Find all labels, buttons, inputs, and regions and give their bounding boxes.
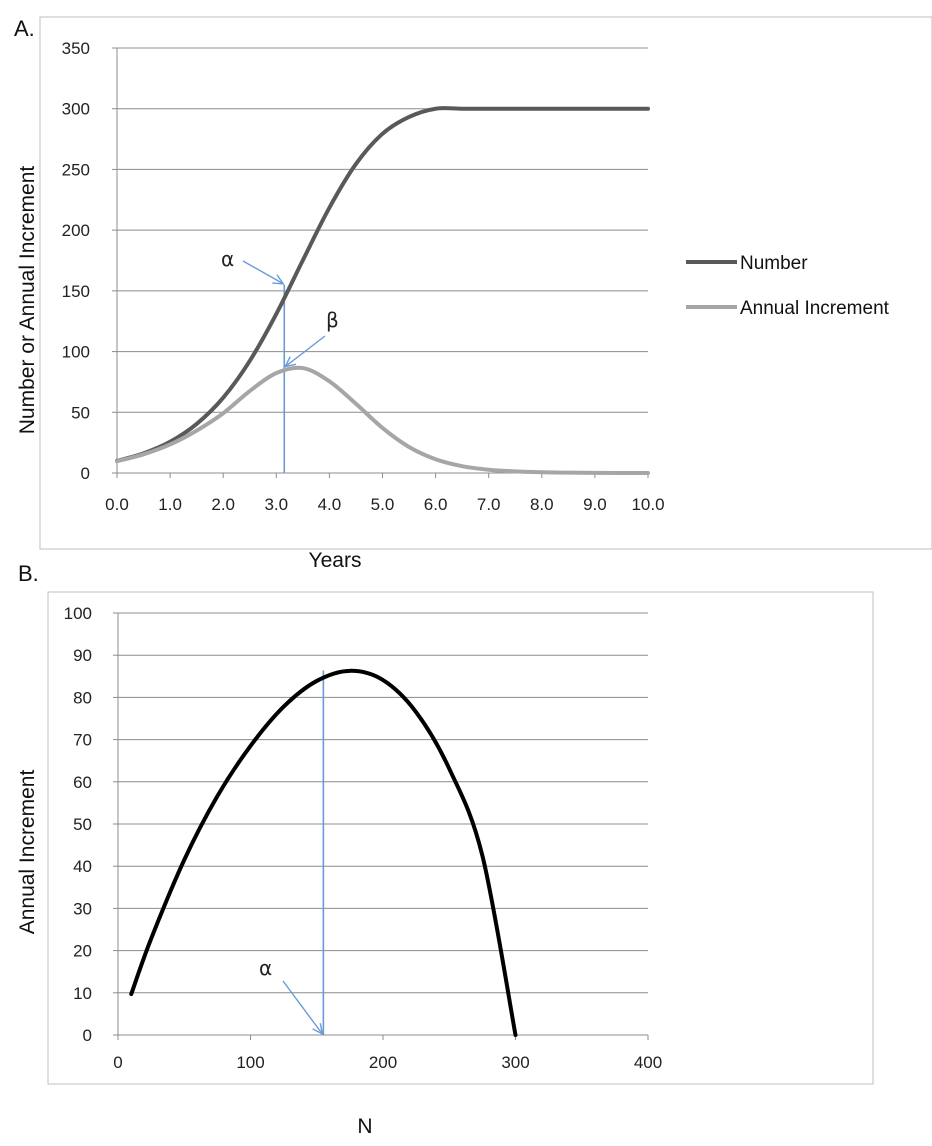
panel-b-y-tick-label: 30 bbox=[73, 899, 92, 918]
series-line-number bbox=[115, 106, 650, 463]
alpha-arrow-b bbox=[282, 980, 324, 1036]
alpha-annotation-label-b: α bbox=[259, 956, 272, 980]
panel-b-x-tick-label: 300 bbox=[501, 1053, 529, 1072]
panel-a-y-tick-label: 100 bbox=[62, 343, 90, 362]
panel-a-x-tick-label: 9.0 bbox=[583, 495, 607, 514]
panel-a-x-tick-label: 1.0 bbox=[158, 495, 182, 514]
panel-b-x-tick-label: 200 bbox=[369, 1053, 397, 1072]
panel-a-x-tick-label: 10.0 bbox=[631, 495, 664, 514]
legend-label-number: Number bbox=[740, 253, 808, 274]
panel-a-frame bbox=[39, 16, 932, 550]
panel-b-label: B. bbox=[18, 561, 39, 586]
legend-label-annual-increment: Annual Increment bbox=[740, 298, 890, 319]
panel-a-x-tick-label: 5.0 bbox=[371, 495, 395, 514]
beta-arrow-shaft bbox=[284, 335, 326, 368]
panel-b-y-tick-label: 80 bbox=[73, 688, 92, 707]
beta-arrow bbox=[283, 335, 326, 368]
alpha-arrow-b-head bbox=[312, 1023, 324, 1036]
panel-b-x-tick-label: 400 bbox=[634, 1053, 662, 1072]
panel-b-y-tick-label: 40 bbox=[73, 857, 92, 876]
panel-b: 0 10 20 30 40 50 60 70 80 90 100 0 100 200 300 400 B. Ann… bbox=[16, 561, 874, 1138]
beta-arrow-head bbox=[283, 356, 297, 368]
alpha-arrow-head bbox=[272, 274, 285, 285]
alpha-annotation-label: α bbox=[221, 247, 234, 271]
panel-b-y-tick-label: 0 bbox=[83, 1026, 92, 1045]
panel-a-y-tick-label: 200 bbox=[62, 221, 90, 240]
alpha-arrow-shaft bbox=[242, 260, 284, 285]
panel-a-x-tick-label: 4.0 bbox=[318, 495, 342, 514]
panel-b-frame bbox=[47, 591, 874, 1085]
panel-a-y-tick-label: 50 bbox=[71, 403, 90, 422]
panel-a-y-tick-label: 250 bbox=[62, 160, 90, 179]
panel-b-x-tick-label: 100 bbox=[236, 1053, 264, 1072]
panel-b-y-axis-title: Annual Increment bbox=[16, 770, 39, 935]
panel-a-x-tick-label: 2.0 bbox=[211, 495, 235, 514]
beta-annotation-label: β bbox=[326, 308, 339, 332]
panel-a-y-tick-label: 350 bbox=[62, 39, 90, 58]
panel-a-label: A. bbox=[14, 16, 35, 41]
series-line-annual-increment bbox=[115, 365, 650, 476]
panel-b-y-tick-label: 70 bbox=[73, 731, 92, 750]
panel-b-y-tick-label: 60 bbox=[73, 773, 92, 792]
panel-a-x-tick-label: 3.0 bbox=[264, 495, 288, 514]
panel-b-y-tick-label: 10 bbox=[73, 984, 92, 1003]
alpha-arrow-b-shaft bbox=[282, 980, 323, 1035]
panel-b-x-axis-title: N bbox=[357, 1115, 372, 1138]
panel-b-series-line bbox=[129, 668, 518, 1037]
alpha-arrow bbox=[242, 260, 285, 285]
panel-b-y-tick-label: 50 bbox=[73, 815, 92, 834]
panel-b-y-tick-label: 20 bbox=[73, 942, 92, 961]
panel-a: 0 50 100 150 200 250 300 350 0.0 1.0 2.0 3.0 4.0 5.0 6… bbox=[14, 16, 932, 572]
panel-b-y-tick-label: 100 bbox=[64, 604, 92, 623]
panel-a-y-tick-label: 0 bbox=[81, 464, 90, 483]
panel-a-y-axis-title: Number or Annual Increment bbox=[16, 166, 39, 435]
panel-a-x-tick-label: 7.0 bbox=[477, 495, 501, 514]
panel-b-x-tick-label: 0 bbox=[113, 1053, 122, 1072]
panel-a-x-tick-label: 6.0 bbox=[424, 495, 448, 514]
panel-a-y-tick-label: 150 bbox=[62, 282, 90, 301]
panel-b-y-tick-label: 90 bbox=[73, 646, 92, 665]
panel-a-x-tick-label: 0.0 bbox=[105, 495, 129, 514]
panel-a-x-tick-label: 8.0 bbox=[530, 495, 554, 514]
panel-a-y-tick-label: 300 bbox=[62, 100, 90, 119]
panel-a-x-axis-title: Years bbox=[309, 549, 362, 572]
